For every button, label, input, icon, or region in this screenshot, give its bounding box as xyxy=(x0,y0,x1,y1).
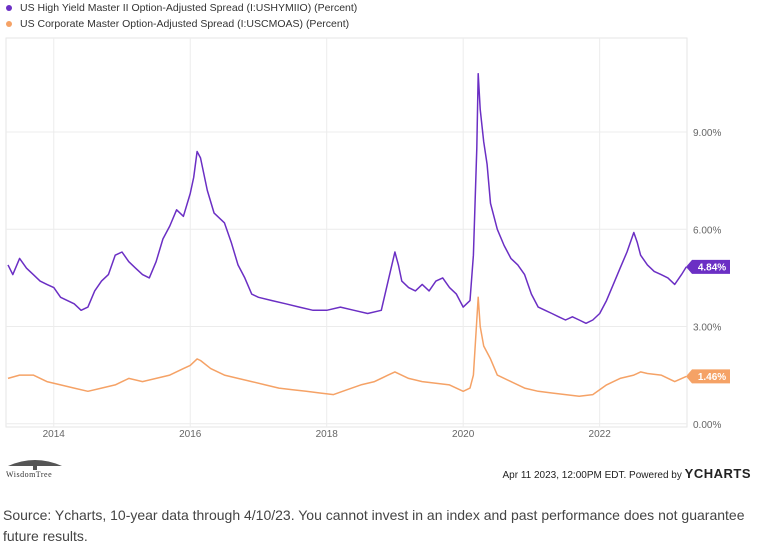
series-line-2 xyxy=(7,296,687,397)
timestamp-text: Apr 11 2023, 12:00PM EDT. Powered by xyxy=(502,470,682,481)
plot-area xyxy=(5,37,688,428)
last-value-tag-bg xyxy=(686,369,730,384)
x-tick-label: 2014 xyxy=(43,429,66,440)
source-note: Source: Ycharts, 10-year data through 4/… xyxy=(3,507,745,544)
footer-stamp: Apr 11 2023, 12:00PM EDT. Powered by YCH… xyxy=(503,466,752,481)
grid xyxy=(6,38,687,427)
legend-label: US High Yield Master II Option-Adjusted … xyxy=(20,2,358,14)
last-value-tag-2: 1.46% xyxy=(686,369,730,384)
x-tick-label: 2016 xyxy=(179,429,202,440)
wisdomtree-logo-text: WisdomTree xyxy=(6,470,53,479)
x-tick-label: 2018 xyxy=(316,429,339,440)
last-value-tag-1: 4.84% xyxy=(686,259,730,274)
y-tick-label: 9.00% xyxy=(693,128,721,139)
series-line-1 xyxy=(7,72,687,325)
x-axis-ticks: 2014 2016 2018 2020 2022 xyxy=(43,429,612,440)
tree-icon xyxy=(8,460,62,470)
wisdomtree-logo: WisdomTree xyxy=(6,456,64,479)
legend-item-2[interactable]: US Corporate Master Option-Adjusted Spre… xyxy=(6,16,357,32)
last-value-tag-text: 1.46% xyxy=(698,372,726,383)
y-tick-label: 3.00% xyxy=(693,323,721,334)
legend-dot-icon xyxy=(6,21,12,27)
legend: US High Yield Master II Option-Adjusted … xyxy=(6,0,357,32)
y-axis-ticks: 0.00% 3.00% 6.00% 9.00% xyxy=(693,128,721,431)
y-tick-label: 0.00% xyxy=(693,420,721,431)
legend-dot-icon xyxy=(6,5,12,11)
y-tick-label: 6.00% xyxy=(693,225,721,236)
x-tick-label: 2022 xyxy=(589,429,612,440)
last-value-tags: 4.84% 1.46% xyxy=(686,259,730,384)
x-tick-label: 2020 xyxy=(452,429,475,440)
ycharts-logo[interactable]: YCHARTS xyxy=(684,466,751,481)
legend-item-1[interactable]: US High Yield Master II Option-Adjusted … xyxy=(6,0,357,16)
last-value-tag-text: 4.84% xyxy=(698,262,726,273)
series-lines xyxy=(7,72,687,397)
last-value-tag-bg xyxy=(686,259,730,274)
legend-label: US Corporate Master Option-Adjusted Spre… xyxy=(20,18,350,30)
chart: 2014 2016 2018 2020 2022 0.00% 3.00% 6.00% 9.00… xyxy=(5,37,730,440)
